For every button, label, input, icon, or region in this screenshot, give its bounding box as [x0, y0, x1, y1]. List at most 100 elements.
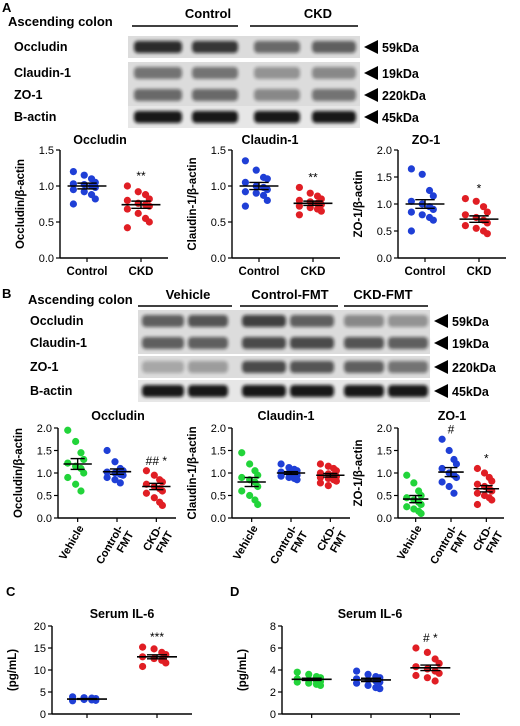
panel-b-group-ckd-fmt: CKD-FMT: [353, 287, 412, 302]
blot-band: [388, 361, 428, 373]
chart-y-tick-label: 6: [270, 643, 276, 655]
data-point: [435, 669, 443, 677]
blot-band: [242, 361, 286, 373]
blot-band: [254, 67, 300, 79]
data-point: [254, 500, 262, 509]
significance-marker: *: [477, 182, 482, 196]
chart-y-tick-label: 0.0: [39, 253, 54, 265]
data-point: [145, 218, 153, 226]
significance-marker: **: [308, 170, 318, 184]
chart-x-tick-label: CKD: [467, 266, 492, 278]
data-point: [353, 679, 361, 687]
blot-size-label: 59kDa: [382, 41, 420, 55]
chart-y-tick-label: 0.5: [377, 491, 392, 503]
chart-y-tick-label: 0.0: [377, 513, 392, 525]
data-point: [473, 480, 482, 488]
data-point: [241, 178, 249, 186]
data-point: [293, 678, 301, 686]
blot-band: [388, 385, 428, 397]
blot-band: [312, 67, 356, 79]
chart-y-tick-label: 1.5: [37, 446, 52, 458]
chart-y-tick-label: 1.5: [377, 172, 392, 184]
chart-y-tick-label: 0.5: [211, 491, 226, 503]
chart-c1: Serum IL-6(pg/mL)05101520ControlCKD***: [7, 607, 192, 726]
data-point: [438, 478, 446, 486]
data-point: [417, 500, 425, 509]
data-point: [445, 446, 453, 455]
panel-a-blot: A Ascending colon Control CKD Occludin 59…: [2, 0, 427, 128]
blot-band: [290, 337, 334, 349]
blot-band: [134, 111, 182, 123]
chart-title: ZO-1: [412, 133, 441, 147]
data-point: [438, 464, 446, 473]
blot-protein-label: Claudin-1: [14, 66, 71, 80]
blot-size-label: 59kDa: [452, 315, 490, 329]
chart-a1: Occludin Occludin/β-actin 0.0 0.5 1.0 1.5 Cont…: [15, 133, 168, 278]
data-point: [252, 189, 260, 197]
data-point: [480, 469, 489, 477]
blot-band: [242, 385, 286, 397]
data-point: [445, 482, 453, 491]
data-point: [103, 446, 111, 455]
panel-a-group-ckd: CKD: [304, 6, 332, 21]
significance-marker: ## *: [146, 454, 168, 468]
data-point: [241, 157, 249, 165]
data-point: [316, 681, 325, 690]
chart-y-tick-label: 5: [40, 687, 46, 699]
chart-x-tick-label: CKD: [129, 266, 154, 278]
chart-x-tick-label: CKD-FMT: [471, 523, 506, 559]
chart-y-tick-label: 0.5: [39, 217, 54, 229]
data-point: [123, 182, 131, 190]
data-point: [150, 645, 158, 653]
chart-y-tick-label: 1.0: [211, 181, 226, 193]
data-point: [353, 667, 361, 675]
chart-x-tick-label: Control: [405, 266, 446, 278]
blot-size-label: 45kDa: [382, 111, 420, 125]
blot-band: [290, 315, 334, 327]
chart-y-tick-label: 1.0: [211, 468, 226, 480]
data-point: [429, 192, 437, 200]
chart-y-tick-label: 2.0: [377, 145, 392, 157]
chart-x-tick-label: Control-FMT: [428, 523, 470, 572]
chart-y-tick-label: 10: [34, 665, 46, 677]
chart-d1: Serum IL-6(pg/mL)02468VehicleControl-FMT…: [237, 607, 460, 726]
blot-band: [344, 315, 384, 327]
blot-band: [312, 89, 356, 101]
blot-band: [312, 41, 356, 53]
blot-strip: [128, 62, 360, 84]
data-point: [77, 487, 85, 495]
data-point: [139, 643, 147, 651]
blot-protein-label: Occludin: [30, 314, 83, 328]
blot-band: [142, 315, 184, 327]
blot-band: [344, 385, 384, 397]
blot-protein-label: B-actin: [30, 384, 72, 398]
blot-size-label: 45kDa: [452, 385, 490, 399]
data-point: [316, 479, 325, 487]
chart-a3: ZO-1 ZO-1/β-actin 0.0 0.5 1.0 1.5 2.0 Control CK…: [353, 133, 506, 278]
chart-x-tick-label: CKD: [301, 266, 326, 278]
data-point: [69, 200, 77, 208]
data-point: [119, 471, 127, 479]
chart-y-tick-label: 0.5: [377, 226, 392, 238]
data-point: [72, 437, 80, 446]
chart-b2: Claudin-1 Claudin-1/β-actin 0.0 0.5 1.0 1.5 2.…: [187, 409, 350, 566]
panel-b-tissue-label: Ascending colon: [28, 292, 133, 307]
significance-marker: #: [448, 422, 455, 436]
panel-b-blot-rows: Occludin 59kDa Claudin-1 19kDa ZO-1 220kDa B-a…: [30, 310, 497, 402]
data-point: [263, 175, 271, 183]
data-point: [403, 503, 411, 511]
data-point: [285, 473, 293, 482]
chart-y-tick-label: 1.0: [39, 181, 54, 193]
blot-strip: [128, 36, 360, 58]
chart-y-tick-label: 2: [270, 687, 276, 699]
chart-title: Serum IL-6: [90, 607, 155, 621]
chart-x-tick-label: Control-FMT: [94, 523, 136, 572]
chart-title: Serum IL-6: [338, 607, 403, 621]
data-point: [72, 480, 80, 488]
chart-x-tick-label: CKD-FMT: [315, 523, 350, 559]
chart-y-axis-label: Claudin-1/β-actin: [187, 157, 199, 250]
blot-band: [242, 337, 286, 349]
data-point: [306, 189, 314, 197]
data-point: [80, 171, 88, 179]
chart-y-tick-label: 1.5: [211, 145, 226, 157]
